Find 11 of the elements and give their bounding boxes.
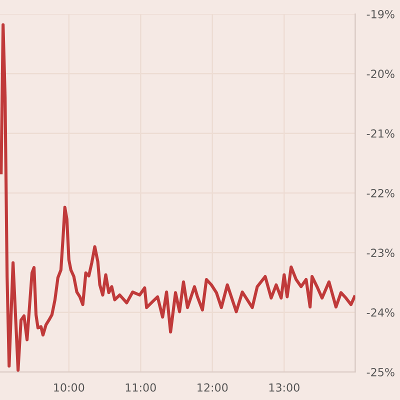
y-tick-label: -23% (366, 248, 394, 258)
y-tick-label: -20% (366, 70, 394, 78)
y-tick-label: -21% (366, 129, 394, 138)
x-tick-label: 13:00 (269, 383, 300, 392)
y-tick-label: -25% (366, 368, 394, 376)
y-tick-label: -19% (366, 10, 394, 18)
y-tick-label: -24% (366, 308, 394, 317)
x-tick-label: 10:00 (54, 383, 84, 392)
x-tick-label: 12:00 (198, 383, 228, 392)
y-tick-label: -22% (366, 188, 394, 198)
x-tick-label: 11:00 (126, 383, 156, 392)
